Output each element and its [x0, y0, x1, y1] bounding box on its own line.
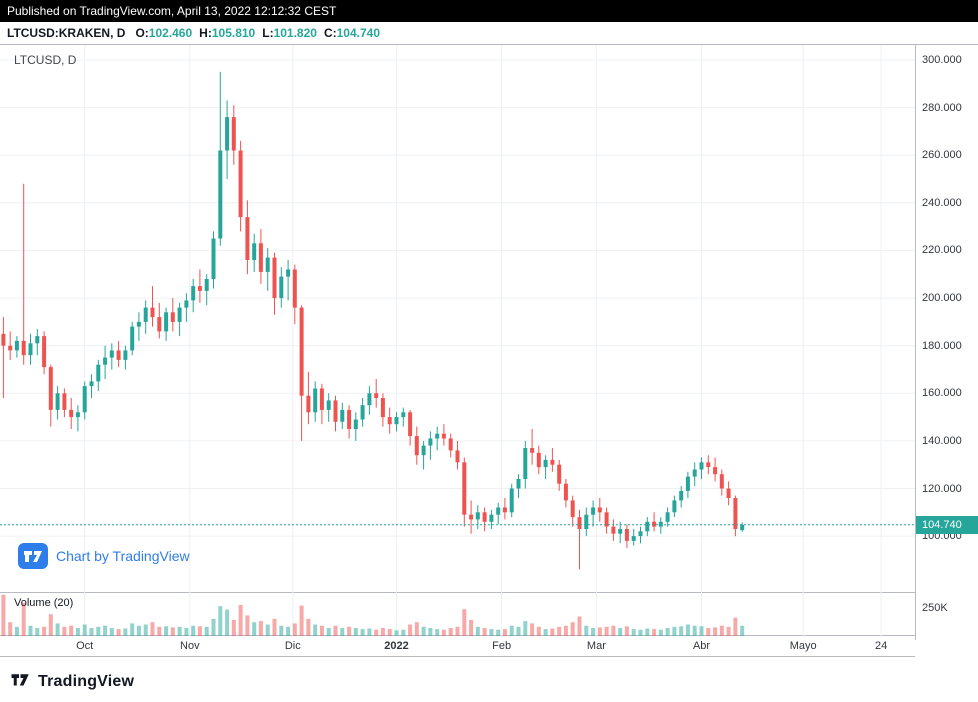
price-axis-label: 120.000	[922, 482, 962, 495]
volume-grid-lines	[84, 593, 882, 636]
candle-bodies	[1, 117, 745, 541]
volume-axis-label: 250K	[922, 602, 948, 615]
price-axis-label: 300.000	[922, 54, 962, 66]
symbol-info-bar: LTCUSD:KRAKEN, D O:102.460 H:105.810 L:1…	[0, 22, 978, 44]
price-axis[interactable]: 104.740 300.000 280.000 260.000 240.000 220.…	[915, 45, 978, 640]
watermark-text: Chart by TradingView	[56, 548, 190, 564]
volume-bars	[1, 594, 745, 636]
last-price-badge: 104.740	[916, 515, 978, 534]
time-axis-label: Abr	[692, 640, 711, 652]
price-axis-label: 200.000	[922, 292, 962, 305]
publish-bar: Published on TradingView.com, April 13, …	[0, 0, 978, 22]
time-axis[interactable]: Oct Nov Dic 2022 Feb Mar Abr Mayo 24	[0, 636, 915, 657]
footer: TradingView	[0, 661, 978, 702]
symbol-title: LTCUSD:KRAKEN, D	[7, 26, 126, 40]
time-axis-label: Mar	[586, 640, 606, 652]
ohlc-open: O:102.460	[135, 26, 193, 40]
price-pane-svg[interactable]	[0, 45, 915, 593]
grid-lines	[0, 45, 915, 593]
tradingview-logo-icon[interactable]	[10, 669, 31, 695]
time-axis-label: Oct	[76, 640, 94, 652]
price-axis-label: 260.000	[922, 149, 962, 162]
tradingview-attribution-link[interactable]: Chart by TradingView	[18, 543, 190, 569]
price-axis-label: 160.000	[922, 387, 962, 400]
price-axis-label: 180.000	[922, 339, 962, 352]
publish-text: Published on TradingView.com, April 13, …	[7, 4, 337, 18]
price-pane: LTCUSD, D Chart by TradingView	[0, 45, 915, 593]
ohlc-low: L:101.820	[262, 26, 317, 40]
pane-legend: LTCUSD, D	[14, 53, 77, 67]
ohlc-values: O:102.460 H:105.810 L:101.820 C:104.740	[135, 26, 380, 40]
time-axis-label: 2022	[384, 640, 409, 652]
volume-pane-svg[interactable]	[0, 593, 915, 636]
candle-wicks	[2, 71, 743, 570]
chart-frame: LTCUSD, D Chart by TradingView Volume (2…	[0, 44, 978, 661]
plot-column: LTCUSD, D Chart by TradingView Volume (2…	[0, 45, 915, 657]
price-axis-label: 140.000	[922, 434, 962, 447]
tradingview-watermark-icon	[18, 543, 48, 569]
time-axis-label: Mayo	[789, 640, 817, 652]
ohlc-close: C:104.740	[323, 26, 381, 40]
time-axis-label: Dic	[284, 640, 301, 652]
time-axis-label: Feb	[492, 640, 512, 652]
price-axis-label: 220.000	[922, 244, 962, 257]
price-axis-label: 280.000	[922, 101, 962, 114]
time-axis-label: Nov	[180, 640, 200, 652]
volume-pane: Volume (20)	[0, 593, 915, 636]
price-axis-label: 240.000	[922, 196, 962, 209]
tradingview-brand-text[interactable]: TradingView	[38, 672, 135, 690]
time-axis-label: 24	[874, 640, 888, 652]
volume-legend: Volume (20)	[14, 597, 74, 609]
ohlc-high: H:105.810	[199, 26, 256, 40]
